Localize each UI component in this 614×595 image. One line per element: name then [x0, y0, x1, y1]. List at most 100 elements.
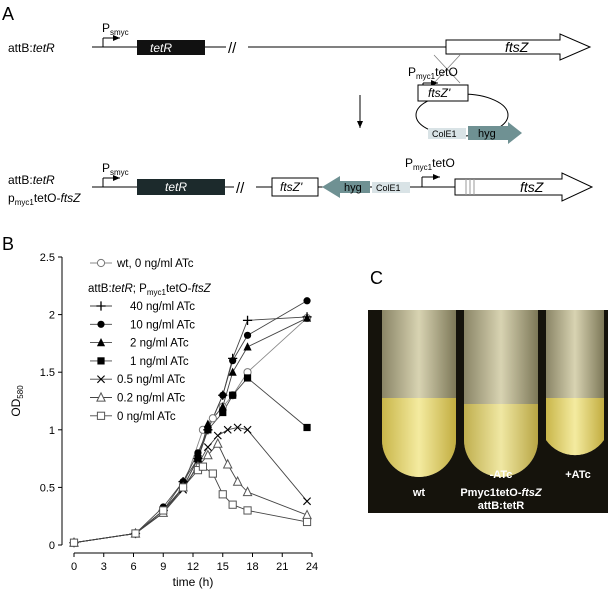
data-point	[203, 443, 212, 452]
legend-marker	[97, 357, 105, 365]
strain-label: attB:tetR	[8, 41, 55, 55]
y-tick-label: 0	[49, 540, 55, 552]
x-tick-label: 9	[160, 561, 166, 573]
fragment-label: ftsZ'	[280, 180, 303, 194]
panel-c: C wt -ATc +ATc Pmyc1tetO-ftsZ attB:tetR	[368, 268, 608, 513]
data-point	[303, 297, 311, 305]
legend-title: attB:tetR; Pmyc1tetO-ftsZ	[88, 283, 212, 297]
data-point	[229, 357, 237, 365]
promoter-label: Pmyc1tetO	[408, 65, 458, 81]
legend-label: 0.5 ng/ml ATc	[117, 374, 185, 386]
series-line	[73, 317, 308, 544]
data-point	[213, 431, 222, 440]
marker-label: hyg	[344, 182, 362, 194]
break-mark: //	[236, 180, 245, 197]
gene-label: ftsZ	[505, 39, 529, 55]
data-point	[229, 391, 237, 399]
data-point	[302, 517, 312, 527]
promoter-label: Psmyc	[102, 161, 129, 177]
promoter-label: Pmyc1tetO	[405, 156, 455, 172]
data-point	[194, 455, 202, 463]
gene-arrow	[454, 172, 594, 202]
tube	[546, 310, 604, 456]
x-tick-label: 6	[130, 561, 136, 573]
legend-marker	[96, 338, 106, 347]
strain-label: attB:tetR	[8, 173, 55, 187]
y-tick-label: 1.5	[40, 367, 55, 379]
series-line	[73, 300, 308, 544]
break-bg	[234, 176, 256, 198]
series-line	[73, 316, 308, 544]
data-point	[194, 449, 202, 457]
break-bg	[226, 36, 248, 58]
data-point	[212, 437, 223, 448]
x-tick-label: 18	[246, 561, 258, 573]
panel-label: B	[2, 234, 14, 254]
data-point	[303, 497, 312, 506]
data-point	[208, 469, 217, 478]
legend-marker	[96, 301, 106, 311]
fragment-box	[271, 177, 319, 197]
series-line	[73, 427, 308, 544]
y-tick-label: 2	[49, 310, 55, 322]
data-point	[302, 509, 312, 520]
fragment-label: ftsZ'	[428, 86, 451, 100]
data-point	[178, 483, 188, 492]
strain-label: pmyc1tetO-ftsZ	[8, 191, 81, 207]
legend-label: 40 ng/ml ATc	[130, 301, 195, 313]
data-point	[243, 506, 252, 515]
tube	[382, 310, 456, 477]
origin-label: ColE1	[432, 129, 457, 139]
promoter-label: Psmyc	[102, 21, 129, 37]
legend-marker	[96, 411, 106, 420]
tube-liquid	[546, 398, 604, 456]
x-tick-label: 12	[187, 561, 199, 573]
crossover	[433, 54, 461, 84]
legend-label: 2 ng/ml ATc	[130, 338, 189, 350]
data-point	[219, 391, 227, 399]
tube-label: wt	[412, 487, 426, 499]
data-point	[228, 500, 237, 509]
data-point	[242, 486, 253, 497]
data-point	[243, 342, 252, 351]
y-tick-label: 0.5	[40, 482, 55, 494]
series-line	[73, 377, 308, 544]
series-line	[73, 442, 308, 544]
x-tick-label: 21	[276, 561, 288, 573]
data-point	[69, 538, 79, 547]
legend-label: wt, 0 ng/ml ATc	[116, 258, 194, 270]
legend-label: 1 ng/ml ATc	[130, 356, 189, 368]
data-point	[219, 408, 227, 417]
panel-label: C	[370, 268, 383, 288]
y-tick-label: 1	[49, 425, 55, 437]
fragment-box	[417, 84, 469, 102]
gene-box	[137, 40, 205, 55]
data-point	[232, 475, 243, 486]
data-point	[204, 426, 212, 434]
marker-arrow	[468, 122, 522, 144]
legend-label: 10 ng/ml ATc	[130, 319, 195, 331]
strain-label: Pmyc1tetO-ftsZ	[460, 487, 543, 499]
marker-label: hyg	[478, 128, 496, 140]
series-line	[73, 317, 308, 544]
x-tick-label: 24	[306, 561, 318, 573]
panel-a: A attB:tetR Psmyc tetR // ftsZ Pmyc1tetO…	[2, 4, 594, 207]
panel-b: B time (h) OD580 attB:tetR; Pmyc1tetO-ft…	[2, 234, 318, 589]
data-point	[302, 313, 312, 322]
data-point	[218, 490, 227, 499]
x-axis-title: time (h)	[173, 575, 214, 589]
data-point	[243, 331, 252, 339]
data-point	[228, 367, 237, 376]
origin-box	[372, 182, 410, 193]
gene-box	[137, 179, 225, 195]
legend-marker	[96, 391, 106, 402]
gene-label: ftsZ	[520, 179, 544, 195]
data-point	[202, 449, 213, 460]
legend-label: 0 ng/ml ATc	[117, 411, 176, 423]
legend-marker	[97, 320, 105, 328]
x-tick-label: 15	[217, 561, 229, 573]
data-point	[222, 458, 233, 469]
data-point	[218, 402, 227, 411]
panel-label: A	[2, 4, 14, 24]
